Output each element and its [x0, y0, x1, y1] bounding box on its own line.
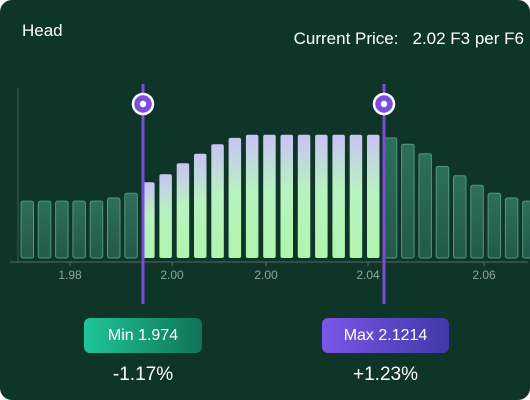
liquidity-bar — [522, 200, 530, 259]
max-range-handle[interactable] — [372, 84, 396, 304]
x-tick-label: 2.00 — [160, 268, 184, 282]
liquidity-bar — [194, 153, 207, 258]
liquidity-bar — [245, 134, 259, 258]
liquidity-bar — [263, 134, 276, 258]
liquidity-bar — [367, 134, 380, 258]
liquidity-bar — [159, 174, 172, 258]
liquidity-bar — [418, 153, 432, 259]
max-price-label: Max 2.1214 — [343, 326, 428, 344]
liquidity-bar — [89, 200, 104, 259]
x-tick-label: 2.06 — [472, 268, 496, 282]
current-price: Current Price: 2.02 F3 per F6 — [294, 29, 524, 49]
liquidity-bar — [72, 200, 86, 259]
liquidity-bar — [124, 192, 138, 259]
min-price-label: Min 1.974 — [107, 326, 179, 344]
card-title: Head — [22, 21, 63, 40]
liquidity-bar — [349, 134, 363, 258]
liquidity-bar — [453, 175, 467, 259]
liquidity-bar — [470, 184, 484, 259]
liquidity-bar — [315, 134, 328, 258]
liquidity-bar — [435, 165, 450, 259]
liquidity-bar — [176, 163, 190, 258]
x-tick-label: 2.00 — [254, 268, 278, 282]
min-percent-change: -1.17% — [112, 364, 174, 385]
current-price-value: 2.02 F3 per F6 — [412, 29, 524, 48]
liquidity-chart: 1.98 2.00 2.00 2.04 2.06 — [10, 84, 530, 304]
liquidity-bar — [20, 200, 34, 259]
min-price-button[interactable]: Min 1.974 — [84, 318, 202, 353]
liquidity-bar — [383, 137, 398, 259]
x-tick-label: 1.98 — [58, 268, 82, 282]
max-price-button[interactable]: Max 2.1214 — [322, 318, 449, 353]
liquidity-bar — [487, 192, 502, 259]
liquidity-bar — [332, 134, 345, 258]
x-tick-label: 2.04 — [356, 268, 380, 282]
liquidity-bar — [401, 143, 415, 259]
range-handle-dot — [139, 100, 147, 108]
liquidity-bar — [211, 144, 224, 258]
min-range-handle[interactable] — [131, 84, 155, 304]
range-handle-dot — [380, 100, 388, 108]
liquidity-bar — [280, 134, 293, 258]
liquidity-bar — [142, 182, 155, 258]
liquidity-bar — [107, 197, 121, 259]
liquidity-bar — [55, 200, 69, 259]
max-percent-change: +1.23% — [353, 364, 418, 385]
current-price-label: Current Price: — [293, 29, 399, 48]
liquidity-bar — [37, 200, 52, 259]
liquidity-bar — [504, 197, 519, 259]
liquidity-bar — [297, 134, 311, 258]
liquidity-bar — [228, 137, 242, 258]
